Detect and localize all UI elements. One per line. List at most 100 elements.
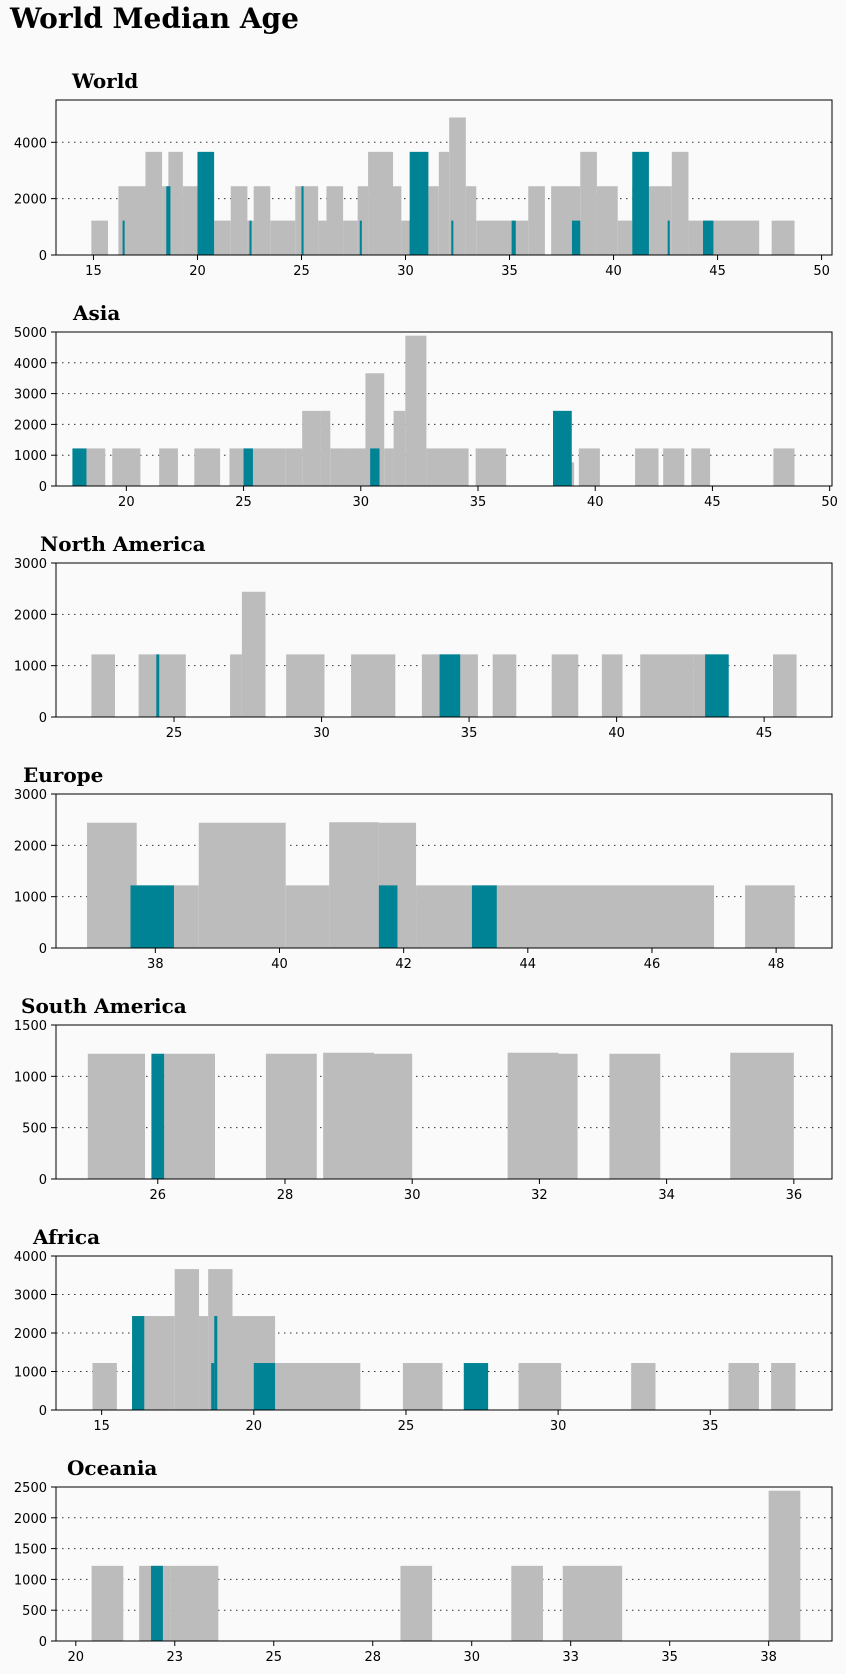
x-tick-label: 30 [463,1650,480,1665]
x-tick-label: 32 [531,1188,548,1203]
histogram-bar [688,220,706,255]
x-tick-label: 45 [704,495,721,510]
histogram-bar [159,654,186,717]
highlight-bar [571,220,581,255]
histogram-bar [170,1565,219,1641]
x-tick-label: 30 [313,726,330,741]
x-tick-label: 50 [821,495,838,510]
x-tick-label: 25 [166,726,183,741]
histogram-bar [318,220,327,255]
y-tick-label: 0 [39,711,47,726]
x-tick-label: 42 [395,957,412,972]
histogram-bar [558,1053,578,1179]
histogram-bar [368,151,394,255]
histogram-bar [405,335,427,486]
y-tick-label: 1000 [14,891,47,906]
panel-title: North America [40,532,206,556]
histogram-bar [330,448,350,486]
x-tick-label: 20 [68,1650,85,1665]
histogram-bar [168,151,183,255]
histogram-bar [728,1363,759,1410]
histogram-bar [465,186,477,255]
plot-frame [55,99,833,256]
chart-panel: Asia 20 25 30 35 40 45 50 0 1000 2000 3000 4000 5000 [14,301,838,510]
histogram-bar [771,1363,796,1410]
y-tick-label: 3000 [14,557,47,572]
histogram-bar [562,1565,623,1641]
x-tick-label: 30 [352,495,369,510]
highlight-bar [72,448,87,486]
chart-panel: World 15 20 25 30 35 40 45 50 0 2000 4000 [14,69,833,279]
histogram-bar [357,186,369,255]
chart-panel: Europe 38 40 42 44 46 48 0 1000 2000 3000 [14,763,833,972]
highlight-bar [471,885,497,948]
histogram-bar [329,822,379,948]
highlight-bar [301,186,304,255]
x-tick-label: 36 [786,1188,803,1203]
histogram-bar [285,448,303,486]
histogram-bar [295,186,319,255]
histogram-bar [145,151,163,255]
histogram-bar [393,186,402,255]
x-tick-label: 38 [147,957,164,972]
histogram-bar [86,448,106,486]
histogram-bar [286,654,325,717]
x-tick-label: 46 [644,957,661,972]
highlight-bar [211,1363,215,1410]
highlight-bar [166,186,171,255]
histogram-bar [663,448,685,486]
panel-title: World [71,69,138,93]
histogram-bar [118,186,146,255]
x-tick-label: 15 [85,264,102,279]
y-tick-label: 1500 [14,1019,47,1034]
histogram-bar [691,448,711,486]
highlight-bar [130,885,174,948]
x-tick-label: 25 [235,495,252,510]
histogram-bar [323,1052,375,1179]
y-tick-label: 5000 [14,326,47,341]
highlight-bar [553,410,572,486]
panel-title: Asia [72,301,120,325]
histogram-bar [768,1490,801,1641]
histogram-bar [230,186,248,255]
histogram-bar [617,220,633,255]
histogram-bar [199,1316,209,1410]
highlight-bar [632,151,649,255]
highlight-bar [378,885,398,948]
x-tick-label: 34 [658,1188,675,1203]
histogram-bar [265,1053,317,1179]
x-tick-label: 25 [265,1650,282,1665]
y-tick-label: 0 [39,480,47,495]
histogram-bar [449,117,466,256]
y-tick-label: 0 [39,1404,47,1419]
plot-frame [55,331,833,487]
x-tick-label: 30 [550,1419,567,1434]
histogram-bar [528,186,545,255]
histogram-bar [772,654,797,717]
plot-frame [55,1486,833,1642]
x-tick-label: 25 [398,1419,415,1434]
x-tick-label: 20 [189,264,206,279]
x-tick-label: 35 [461,726,478,741]
histogram-bar [476,220,529,255]
histogram-bar [253,186,271,255]
y-tick-label: 1000 [14,449,47,464]
x-tick-label: 35 [501,264,518,279]
y-tick-label: 500 [22,1604,47,1619]
histogram-bar [164,1053,216,1179]
x-tick-label: 28 [364,1650,381,1665]
x-tick-label: 35 [661,1650,678,1665]
plot-frame [55,793,833,949]
histogram-bar [426,448,441,486]
histogram-bar [91,220,109,255]
y-tick-label: 1000 [14,660,47,675]
y-tick-label: 2000 [14,418,47,433]
histogram-bar [518,1363,562,1410]
histogram-bar [198,822,286,948]
y-tick-label: 4000 [14,1250,47,1265]
y-tick-label: 0 [39,1635,47,1650]
histogram-bar [174,1269,200,1410]
histogram-bar [162,186,169,255]
x-tick-label: 35 [470,495,487,510]
